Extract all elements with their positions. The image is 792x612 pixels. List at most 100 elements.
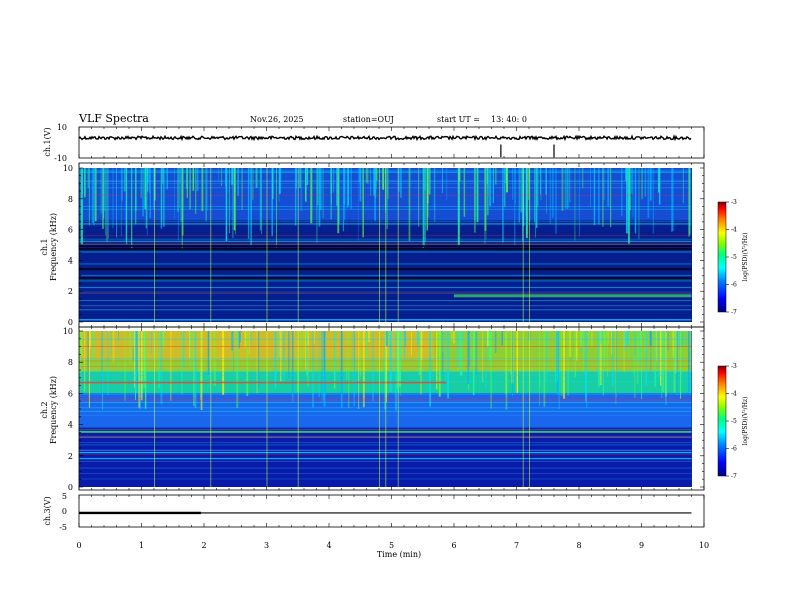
spectrogram-streak bbox=[560, 331, 563, 397]
spectrogram-streak bbox=[403, 331, 405, 359]
spectrogram-streak bbox=[453, 331, 455, 344]
spectrogram-streak bbox=[232, 168, 234, 238]
spectrogram-streak bbox=[283, 331, 285, 384]
spectrogram-streak bbox=[376, 168, 378, 181]
spectrogram-streak bbox=[389, 331, 392, 392]
ch2-ytick-label: 0 bbox=[68, 483, 73, 492]
spectrogram-streak bbox=[689, 168, 691, 235]
spectrogram-streak bbox=[140, 331, 143, 401]
spectrogram-streak bbox=[549, 168, 551, 224]
spectrogram-streak bbox=[681, 331, 683, 376]
spectrogram-streak bbox=[195, 168, 197, 214]
spectrogram-streak bbox=[657, 168, 660, 193]
colorbar-tick-label: -4 bbox=[731, 227, 737, 234]
spectrogram-streak bbox=[300, 331, 302, 368]
spectrogram-streak bbox=[640, 331, 642, 347]
spectrogram-streak bbox=[492, 168, 494, 203]
spectrogram-streak bbox=[586, 331, 588, 408]
spectrogram-streak bbox=[246, 331, 249, 396]
spectrogram-streak bbox=[177, 168, 179, 213]
spectrogram-streak bbox=[92, 331, 95, 360]
spectrogram-streak bbox=[205, 168, 207, 221]
ch2-colorbar: -3 -4 -5 -6 -7 log(PSD)(V²/Hz) bbox=[717, 363, 749, 480]
spectrogram-streak bbox=[161, 168, 163, 223]
spectrogram-streak bbox=[147, 168, 149, 192]
spectrogram-streak bbox=[368, 331, 370, 343]
spectrogram-impulse bbox=[522, 331, 524, 487]
spectrogram-streak bbox=[358, 168, 361, 183]
spectrogram-streak bbox=[688, 331, 690, 393]
spectrogram-streak bbox=[313, 331, 315, 344]
ch2-ytick-label: 6 bbox=[68, 389, 73, 398]
spectrogram-streak bbox=[395, 331, 397, 411]
spectrogram-streak bbox=[556, 331, 557, 373]
spectrogram-streak bbox=[80, 168, 83, 245]
spectrogram-impulse bbox=[397, 331, 399, 487]
spectrogram-streak bbox=[225, 168, 228, 242]
spectrogram-streak bbox=[116, 168, 117, 238]
spectrogram-streak bbox=[430, 331, 432, 352]
spectrogram-streak bbox=[396, 331, 399, 389]
spectrogram-streak bbox=[657, 331, 660, 379]
spectrogram-streak bbox=[626, 331, 629, 347]
ch2-colorbar-gradient bbox=[717, 365, 727, 477]
spectrogram-streak bbox=[140, 168, 142, 198]
ch1-ytick-label: 8 bbox=[68, 195, 73, 204]
spectrogram-streak bbox=[126, 168, 128, 245]
spectrogram-streak bbox=[425, 168, 426, 242]
spectrogram-streak bbox=[279, 168, 281, 194]
spectrogram-streak bbox=[678, 331, 681, 347]
spectrogram-streak bbox=[502, 168, 504, 243]
spectrogram-streak bbox=[161, 168, 164, 184]
spectrogram-streak bbox=[633, 331, 636, 374]
spectrogram-streak bbox=[357, 168, 359, 241]
spectrogram-streak bbox=[91, 168, 94, 223]
spectrogram-streak bbox=[631, 168, 633, 194]
spectrogram-streak bbox=[641, 331, 642, 400]
spectrogram-streak bbox=[359, 168, 362, 202]
ch1-colorbar-label: log(PSD)(V²/Hz) bbox=[742, 233, 749, 282]
spectrogram-impulse bbox=[210, 168, 212, 322]
spectrogram-impulse bbox=[379, 168, 380, 322]
spectrogram-streak bbox=[662, 331, 665, 393]
spectrogram-streak bbox=[607, 331, 608, 377]
spectrogram-streak bbox=[637, 331, 639, 365]
spectrogram-streak bbox=[189, 168, 191, 210]
spectrogram-streak bbox=[557, 331, 558, 381]
spectrogram-impulse bbox=[397, 168, 399, 322]
spectrogram-streak bbox=[170, 331, 172, 401]
ch2-ytick-label: 2 bbox=[68, 452, 73, 461]
spectrogram-streak bbox=[206, 168, 208, 212]
spectrogram-streak bbox=[318, 168, 321, 227]
spectrogram-streak bbox=[307, 331, 309, 388]
spectrogram-streak bbox=[79, 168, 82, 244]
spectrogram-streak bbox=[535, 168, 536, 238]
x-tick-label: 1 bbox=[139, 541, 144, 550]
spectrogram-streak bbox=[506, 168, 508, 193]
spectrogram-streak bbox=[534, 168, 535, 223]
spectrogram-streak bbox=[433, 168, 435, 210]
spectrogram-streak bbox=[428, 168, 431, 195]
spectrogram-streak bbox=[307, 331, 309, 346]
ch1-colorbar-gradient bbox=[717, 201, 727, 313]
spectrogram-streak bbox=[515, 168, 516, 204]
spectrogram-streak bbox=[422, 168, 424, 249]
colorbar-tick-label: -6 bbox=[731, 446, 737, 453]
spectrogram-streak bbox=[248, 331, 250, 354]
spectrogram-streak bbox=[441, 168, 443, 193]
spectrogram-streak bbox=[252, 168, 254, 201]
spectrogram-streak bbox=[280, 331, 282, 382]
spectrogram-streak bbox=[343, 168, 346, 205]
spectrogram-streak bbox=[121, 168, 123, 201]
spectrogram-streak bbox=[257, 331, 260, 388]
spectrogram-streak bbox=[489, 331, 492, 352]
ch2-ytick-label: 8 bbox=[68, 358, 73, 367]
spectrogram-streak bbox=[294, 168, 297, 226]
colorbar-tick-label: -7 bbox=[731, 309, 737, 316]
spectrogram-streak bbox=[350, 168, 352, 209]
spectrogram-streak bbox=[510, 331, 512, 374]
spectrogram-streak bbox=[475, 331, 478, 375]
spectrogram-streak bbox=[672, 331, 674, 352]
spectrogram-streak bbox=[162, 168, 165, 227]
